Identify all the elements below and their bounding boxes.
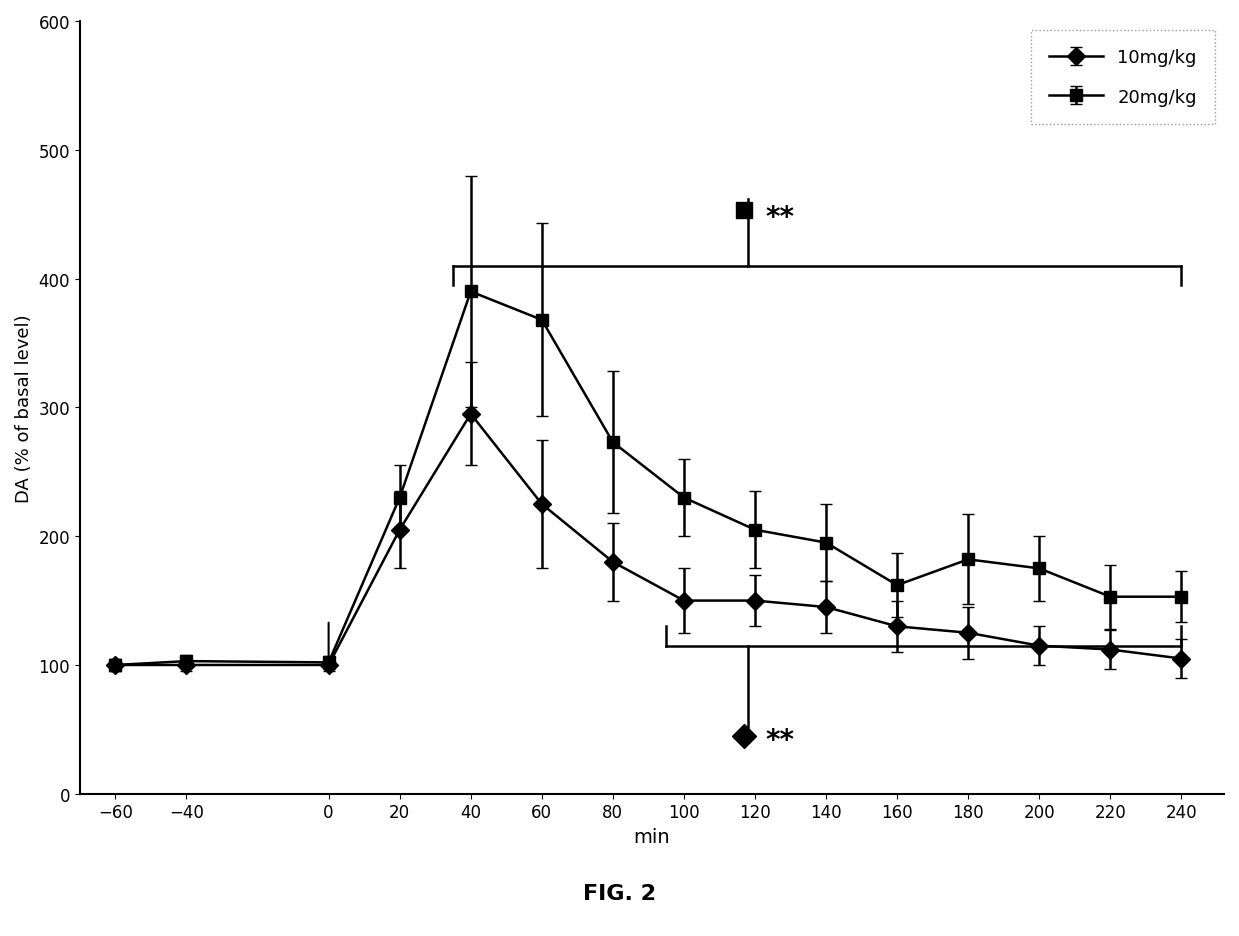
- Text: **: **: [766, 726, 794, 753]
- Y-axis label: DA (% of basal level): DA (% of basal level): [15, 314, 33, 502]
- Text: FIG. 2: FIG. 2: [584, 883, 655, 902]
- Text: **: **: [766, 203, 794, 231]
- Legend: 10mg/kg, 20mg/kg: 10mg/kg, 20mg/kg: [1031, 31, 1215, 124]
- X-axis label: min: min: [633, 827, 670, 846]
